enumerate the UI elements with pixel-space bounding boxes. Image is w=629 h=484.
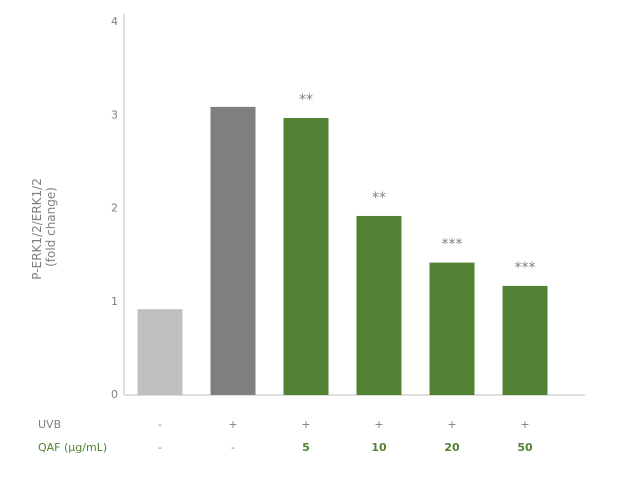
bar xyxy=(502,285,548,395)
row-value: + xyxy=(228,418,237,431)
row-value: + xyxy=(374,418,383,431)
y-axis-label-line: P-ERK1/2/ERK1/2 xyxy=(30,178,44,280)
y-tick-label: 4 xyxy=(111,15,118,28)
bar xyxy=(137,309,183,395)
row-value: - xyxy=(158,418,162,431)
row-label: UVB xyxy=(38,418,61,431)
row-value: 5 xyxy=(302,441,310,454)
y-tick-label: 0 xyxy=(111,388,118,401)
row-value: - xyxy=(158,441,162,454)
row-label: QAF (μg/mL) xyxy=(38,441,107,454)
row-value: + xyxy=(447,418,456,431)
y-tick-label: 1 xyxy=(111,295,118,308)
significance-label: *** xyxy=(515,260,536,276)
row-value: 20 xyxy=(444,441,460,454)
bar xyxy=(283,118,329,396)
significance-label: ** xyxy=(299,92,313,108)
y-tick-label: 3 xyxy=(111,108,118,121)
row-value: + xyxy=(520,418,529,431)
significance-label: *** xyxy=(442,237,463,253)
y-tick-label: 2 xyxy=(111,202,118,215)
row-value: + xyxy=(301,418,310,431)
significance-label: ** xyxy=(372,190,386,206)
row-value: 50 xyxy=(517,441,533,454)
bar xyxy=(210,106,256,396)
y-axis-label: P-ERK1/2/ERK1/2 (fold change) xyxy=(30,174,58,279)
bar xyxy=(356,215,402,395)
bar xyxy=(429,262,475,395)
y-axis-label-line: (fold change) xyxy=(44,187,58,267)
row-value: - xyxy=(231,441,235,454)
row-value: 10 xyxy=(371,441,387,454)
